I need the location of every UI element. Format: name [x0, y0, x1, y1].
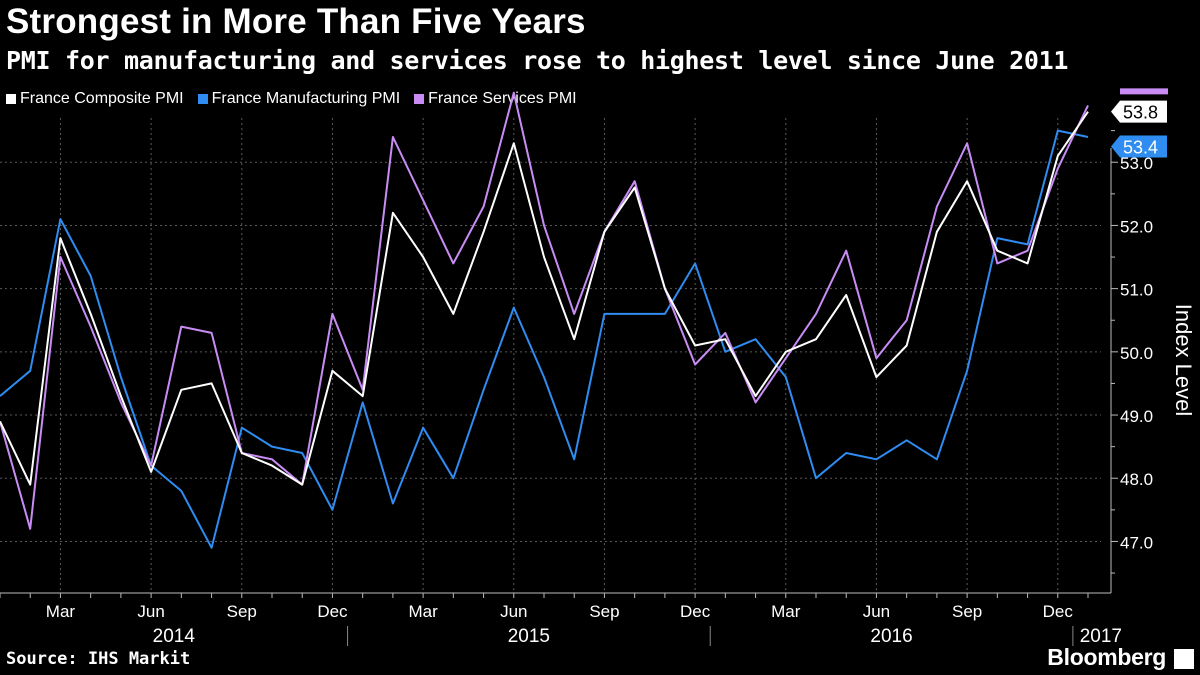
legend-swatch-composite	[6, 94, 16, 104]
y-tick-label: 52.0	[1120, 217, 1153, 236]
legend-swatch-services	[414, 94, 425, 104]
chart-title: Strongest in More Than Five Years	[6, 2, 586, 41]
x-tick-label: Mar	[46, 602, 76, 621]
x-tick-label: Sep	[227, 602, 257, 621]
y-tick-label: 48.0	[1120, 470, 1153, 489]
y-tick-label: 47.0	[1120, 533, 1153, 552]
x-tick-label: Jun	[863, 602, 890, 621]
x-tick-label: Sep	[952, 602, 982, 621]
x-tick-label: Dec	[680, 602, 711, 621]
series-line-0	[0, 111, 1089, 486]
y-axis-label: Index Level	[1171, 304, 1196, 417]
y-tick-label: 49.0	[1120, 407, 1153, 426]
x-tick-label: Mar	[408, 602, 438, 621]
x-year-label: 2014	[153, 626, 196, 647]
x-tick-label: Jun	[137, 602, 164, 621]
legend: France Composite PMI France Manufacturin…	[6, 90, 577, 108]
legend-label-manufacturing: France Manufacturing PMI	[211, 90, 401, 107]
services-last-flag	[1120, 88, 1168, 95]
legend-swatch-manufacturing	[197, 94, 208, 104]
brand-logo-icon	[1174, 649, 1194, 669]
manufacturing-last-flag-label: 53.4	[1123, 137, 1158, 157]
y-tick-label: 53.0	[1120, 154, 1153, 173]
series-line-2	[0, 91, 1089, 530]
composite-last-flag-label: 53.8	[1123, 103, 1158, 123]
legend-label-services: France Services PMI	[428, 90, 577, 107]
x-tick-label: Jun	[500, 602, 527, 621]
x-tick-label: Mar	[771, 602, 801, 621]
legend-item-composite: France Composite PMI	[6, 90, 184, 108]
legend-label-composite: France Composite PMI	[20, 90, 184, 107]
x-tick-label: Dec	[1043, 602, 1074, 621]
x-year-label: 2016	[870, 626, 912, 647]
x-year-label: 2017	[1080, 626, 1122, 647]
x-year-label: 2015	[508, 626, 550, 647]
source-note: Source: IHS Markit	[6, 649, 191, 669]
x-tick-label: Dec	[317, 602, 348, 621]
series-line-1	[0, 129, 1089, 549]
legend-item-manufacturing: France Manufacturing PMI	[197, 90, 401, 108]
brand-logo-text: Bloomberg	[1047, 644, 1166, 670]
x-tick-label: Sep	[589, 602, 619, 621]
manufacturing-last-flag	[1111, 135, 1167, 158]
y-tick-label: 50.0	[1120, 344, 1153, 363]
composite-last-flag	[1111, 100, 1167, 123]
chart-subtitle: PMI for manufacturing and services rose …	[6, 46, 1069, 75]
y-tick-label: 51.0	[1120, 281, 1153, 300]
legend-item-services: France Services PMI	[414, 90, 577, 108]
